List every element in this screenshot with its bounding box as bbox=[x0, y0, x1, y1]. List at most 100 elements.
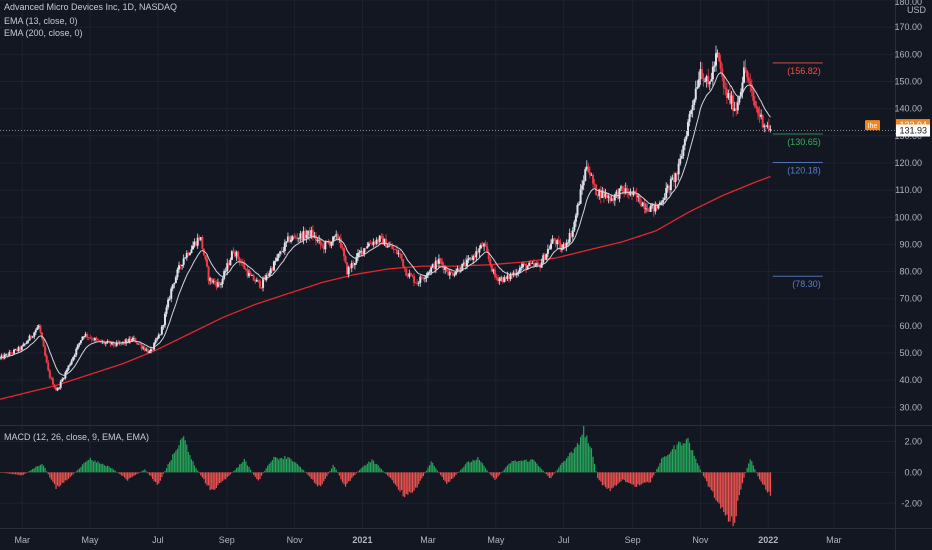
price-tick-label: 160.00 bbox=[894, 49, 922, 59]
candle-body bbox=[651, 203, 654, 207]
candle-body bbox=[81, 336, 84, 341]
macd-bar bbox=[516, 461, 518, 473]
candle-body bbox=[735, 108, 738, 111]
macd-bar bbox=[309, 472, 311, 477]
macd-bar bbox=[156, 472, 158, 485]
macd-bar bbox=[243, 458, 245, 473]
macd-bar bbox=[449, 472, 451, 482]
macd-bar bbox=[148, 472, 151, 476]
macd-bar bbox=[150, 472, 152, 477]
candle-body bbox=[375, 239, 378, 244]
macd-bar bbox=[103, 465, 105, 473]
macd-bar bbox=[435, 468, 437, 473]
macd-bar bbox=[592, 456, 594, 473]
candle-body bbox=[529, 262, 532, 264]
macd-bar bbox=[702, 472, 705, 477]
price-tick-label: 80.00 bbox=[899, 267, 922, 277]
candle-body bbox=[202, 248, 205, 256]
candle-body bbox=[258, 280, 261, 288]
macd-bar bbox=[217, 472, 219, 486]
macd-bar bbox=[189, 454, 191, 473]
macd-bar bbox=[414, 472, 417, 488]
time-tick-label: Mar bbox=[14, 535, 30, 545]
macd-bar bbox=[287, 457, 289, 473]
macd-bar bbox=[533, 460, 535, 473]
candle-body bbox=[72, 357, 75, 361]
candle-body bbox=[428, 272, 431, 274]
candle-body bbox=[635, 193, 638, 198]
candle-body bbox=[135, 342, 138, 344]
candle-body bbox=[115, 342, 118, 346]
candle-body bbox=[436, 260, 439, 264]
macd-tick-label: 2.00 bbox=[904, 436, 922, 446]
candle-body bbox=[598, 189, 601, 196]
macd-bar bbox=[128, 472, 130, 479]
candle-body bbox=[623, 188, 626, 194]
macd-bar bbox=[525, 459, 527, 473]
candle-body bbox=[311, 230, 314, 238]
macd-bar bbox=[646, 472, 649, 482]
candle-body bbox=[153, 343, 156, 350]
candle-body bbox=[55, 387, 58, 391]
candle-body bbox=[427, 272, 430, 275]
candle-body bbox=[182, 258, 185, 265]
macd-bar bbox=[13, 472, 15, 475]
macd-bar bbox=[555, 471, 557, 473]
macd-bar bbox=[28, 470, 31, 473]
candle-body bbox=[14, 349, 17, 351]
candle-body bbox=[187, 252, 190, 256]
macd-bar bbox=[33, 468, 35, 473]
macd-tick-label: -2.00 bbox=[901, 498, 922, 508]
candle-body bbox=[679, 158, 682, 164]
macd-bar bbox=[595, 471, 597, 473]
macd-bar bbox=[570, 451, 572, 473]
macd-bar bbox=[755, 472, 758, 473]
candle-body bbox=[422, 278, 425, 280]
macd-bar bbox=[56, 472, 59, 486]
macd-bar bbox=[284, 455, 286, 473]
candle-body bbox=[139, 343, 142, 345]
candle-body bbox=[336, 234, 339, 239]
macd-bar bbox=[270, 462, 272, 473]
time-tick-label: 2022 bbox=[758, 535, 778, 545]
macd-bar bbox=[176, 448, 179, 473]
macd-bar bbox=[316, 472, 319, 487]
candle-body bbox=[666, 185, 669, 189]
macd-bar bbox=[262, 472, 264, 474]
candle-body bbox=[755, 106, 758, 109]
candle-body bbox=[371, 243, 374, 245]
macd-bar bbox=[404, 472, 406, 498]
macd-bar bbox=[581, 434, 583, 473]
macd-bar bbox=[209, 472, 211, 491]
candle-body bbox=[363, 248, 366, 255]
macd-bar bbox=[293, 461, 295, 473]
candle-body bbox=[403, 266, 406, 269]
candle-body bbox=[638, 195, 641, 204]
macd-bar bbox=[579, 437, 582, 473]
macd-bar bbox=[604, 472, 607, 488]
macd-bar bbox=[586, 435, 588, 473]
candle-body bbox=[727, 93, 730, 99]
candle-body bbox=[360, 250, 363, 253]
candle-body bbox=[710, 79, 713, 82]
macd-bar bbox=[491, 472, 493, 476]
macd-bar bbox=[162, 472, 165, 474]
candle-body bbox=[700, 69, 703, 79]
candle-body bbox=[307, 230, 310, 235]
macd-bar bbox=[153, 472, 155, 482]
macd-bar bbox=[223, 472, 225, 480]
candle-body bbox=[92, 339, 95, 341]
candle-body bbox=[93, 338, 96, 341]
ema-13-legend[interactable]: EMA (13, close, 0) bbox=[4, 16, 78, 26]
candle-body bbox=[663, 197, 666, 201]
ema-200-legend[interactable]: EMA (200, close, 0) bbox=[4, 28, 83, 38]
symbol-title[interactable]: Advanced Micro Devices Inc, 1D, NASDAQ bbox=[4, 2, 178, 12]
macd-bar bbox=[575, 446, 577, 473]
macd-bar bbox=[447, 472, 449, 483]
macd-bar bbox=[186, 444, 188, 473]
candle-body bbox=[445, 267, 448, 272]
candle-body bbox=[498, 278, 501, 282]
macd-bar bbox=[268, 463, 270, 473]
macd-legend[interactable]: MACD (12, 26, close, 9, EMA, EMA) bbox=[4, 432, 150, 442]
